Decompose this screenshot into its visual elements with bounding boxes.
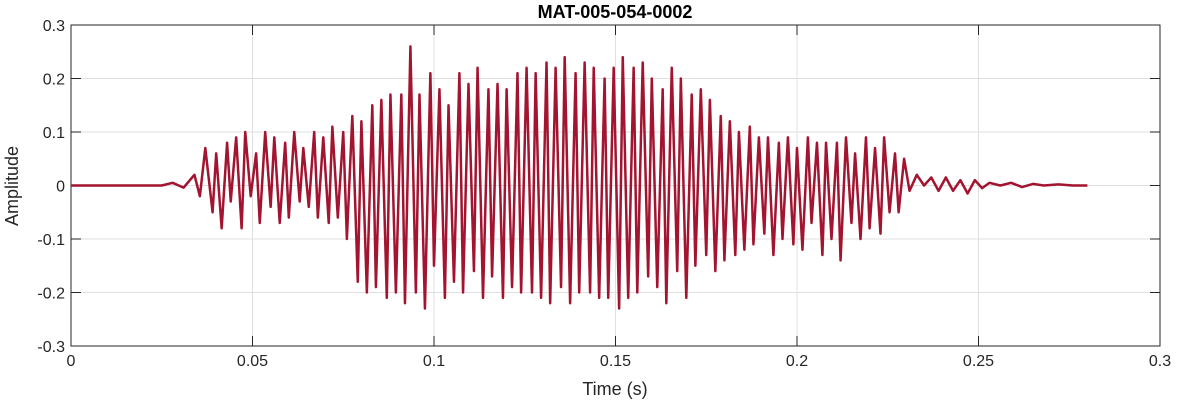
- y-tick-label: 0.1: [43, 125, 65, 142]
- x-axis-label: Time (s): [582, 379, 647, 399]
- waveform-series-line: [71, 45, 1088, 310]
- x-tick-label: 0.1: [423, 353, 445, 370]
- chart-title: MAT-005-054-0002: [538, 2, 693, 22]
- y-tick-label: 0.3: [43, 18, 65, 35]
- tick-labels: 0 0.05 0.1 0.15 0.2 0.25 0.3 -0.3 -0.2 -0.1 0 0.1 0.…: [37, 18, 1171, 370]
- y-axis-label: Amplitude: [2, 146, 22, 226]
- y-tick-label: -0.1: [37, 232, 65, 249]
- axis-ticks: [70, 24, 1161, 347]
- x-tick-label: 0.3: [1149, 353, 1171, 370]
- y-tick-label: 0.2: [43, 72, 65, 89]
- y-tick-label: -0.3: [37, 339, 65, 356]
- x-tick-label: 0.05: [237, 353, 268, 370]
- x-tick-label: 0.25: [963, 353, 994, 370]
- x-tick-label: 0.15: [600, 353, 631, 370]
- series-group: [71, 45, 1088, 310]
- x-tick-label: 0.2: [786, 353, 808, 370]
- y-tick-label: -0.2: [37, 286, 65, 303]
- y-tick-label: 0: [56, 179, 65, 196]
- x-tick-label: 0: [67, 353, 76, 370]
